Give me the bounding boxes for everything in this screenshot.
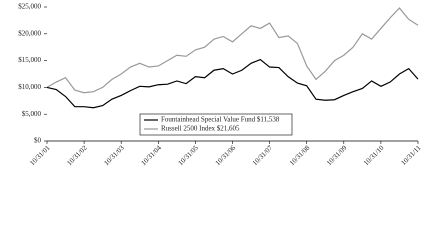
x-tick-label: 10/31/01 xyxy=(28,144,52,168)
y-tick-label: $0 xyxy=(34,137,42,145)
x-tick-label: 10/31/06 xyxy=(214,144,238,168)
x-tick-label: 10/31/05 xyxy=(177,144,201,168)
y-tick-label: $15,000 xyxy=(18,56,41,64)
legend-label: Fountainhead Special Value Fund $11,538 xyxy=(161,116,280,124)
y-tick-label: $10,000 xyxy=(18,83,41,91)
x-tick-label: 10/31/07 xyxy=(251,144,275,168)
x-tick-label: 10/31/08 xyxy=(288,144,312,168)
series-line xyxy=(46,58,419,109)
x-tick-label: 10/31/09 xyxy=(325,144,349,168)
x-tick-label: 10/31/10 xyxy=(362,144,386,168)
legend-box xyxy=(139,113,293,136)
x-tick-label: 10/31/04 xyxy=(140,144,164,168)
x-tick-label: 10/31/03 xyxy=(102,144,126,168)
y-tick-label: $25,000 xyxy=(18,3,41,11)
y-tick-label: $20,000 xyxy=(18,29,41,37)
legend-label: Russell 2500 Index $21,605 xyxy=(161,125,240,133)
y-tick-label: $5,000 xyxy=(22,110,42,118)
chart: $0 $5,000 $10,000 $15,000 $20,000 $25,000 10/3… xyxy=(18,3,423,168)
x-tick-label: 10/31/02 xyxy=(65,144,89,168)
x-tick-label: 10/31/11 xyxy=(399,144,422,167)
series-line xyxy=(46,7,419,94)
